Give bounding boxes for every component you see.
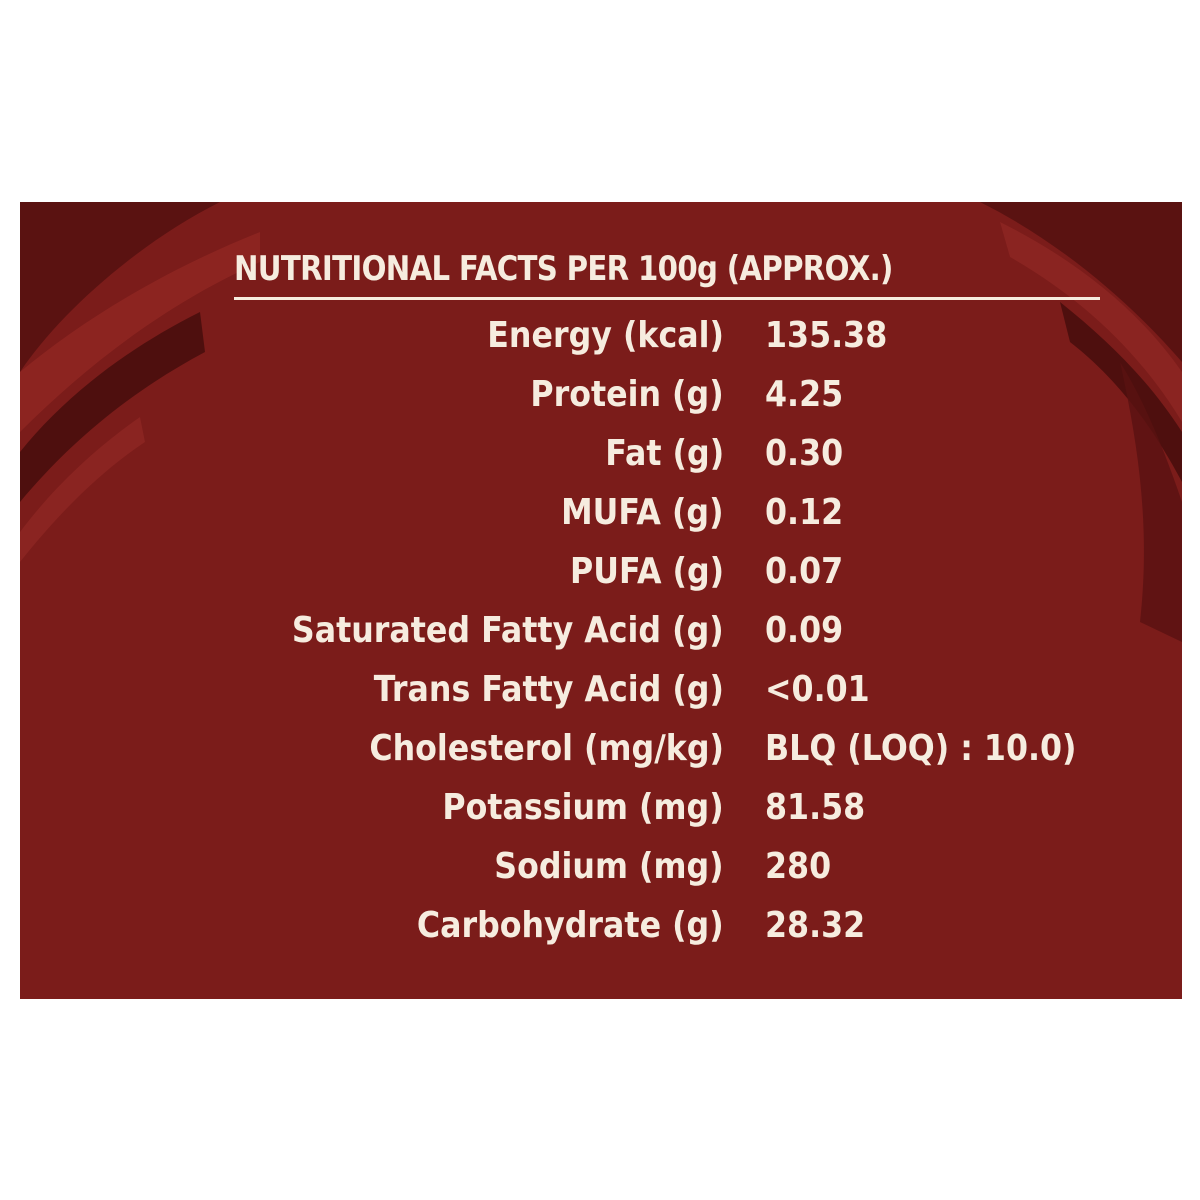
background-swirl-graphic [20, 202, 1182, 642]
nutrient-value: 0.07 [765, 551, 844, 592]
nutrient-value: <0.01 [765, 669, 870, 710]
nutrient-label: Potassium (mg) [442, 787, 724, 828]
nutrient-row-trans-fatty-acid: Trans Fatty Acid (g) <0.01 [20, 662, 1182, 718]
nutrient-label: Protein (g) [530, 374, 724, 415]
nutrient-row-carbohydrate: Carbohydrate (g) 28.32 [20, 898, 1182, 954]
nutrient-row-fat: Fat (g) 0.30 [20, 426, 1182, 482]
nutrient-row-protein: Protein (g) 4.25 [20, 367, 1182, 423]
nutrient-value: 0.09 [765, 610, 844, 651]
nutrient-label: PUFA (g) [569, 551, 724, 592]
nutrient-value: 0.30 [765, 433, 844, 474]
nutrient-row-cholesterol: Cholesterol (mg/kg) BLQ (LOQ) : 10.0) [20, 721, 1182, 777]
nutrient-value: 81.58 [765, 787, 866, 828]
nutrient-row-pufa: PUFA (g) 0.07 [20, 544, 1182, 600]
nutrient-row-energy: Energy (kcal) 135.38 [20, 308, 1182, 364]
nutrient-label: Carbohydrate (g) [417, 905, 724, 946]
nutrient-value: 135.38 [765, 315, 888, 356]
nutrient-row-potassium: Potassium (mg) 81.58 [20, 780, 1182, 836]
nutrient-label: Trans Fatty Acid (g) [373, 669, 724, 710]
nutrient-label: Saturated Fatty Acid (g) [292, 610, 724, 651]
nutrient-value: 0.12 [765, 492, 844, 533]
nutrient-row-sodium: Sodium (mg) 280 [20, 839, 1182, 895]
nutrient-value: 28.32 [765, 905, 866, 946]
nutrient-label: Sodium (mg) [494, 846, 724, 887]
title-underline [234, 297, 1100, 300]
nutrient-value: 4.25 [765, 374, 844, 415]
nutrient-row-saturated-fatty-acid: Saturated Fatty Acid (g) 0.09 [20, 603, 1182, 659]
nutrient-value: BLQ (LOQ) : 10.0) [765, 728, 1077, 769]
nutrient-value: 280 [765, 846, 832, 887]
nutrient-row-mufa: MUFA (g) 0.12 [20, 485, 1182, 541]
nutrient-label: MUFA (g) [561, 492, 724, 533]
nutrient-label: Cholesterol (mg/kg) [369, 728, 724, 769]
nutrition-panel: NUTRITIONAL FACTS PER 100g (APPROX.) Ene… [20, 202, 1182, 999]
nutrient-label: Fat (g) [605, 433, 724, 474]
nutrient-label: Energy (kcal) [487, 315, 724, 356]
panel-title: NUTRITIONAL FACTS PER 100g (APPROX.) [234, 249, 893, 289]
